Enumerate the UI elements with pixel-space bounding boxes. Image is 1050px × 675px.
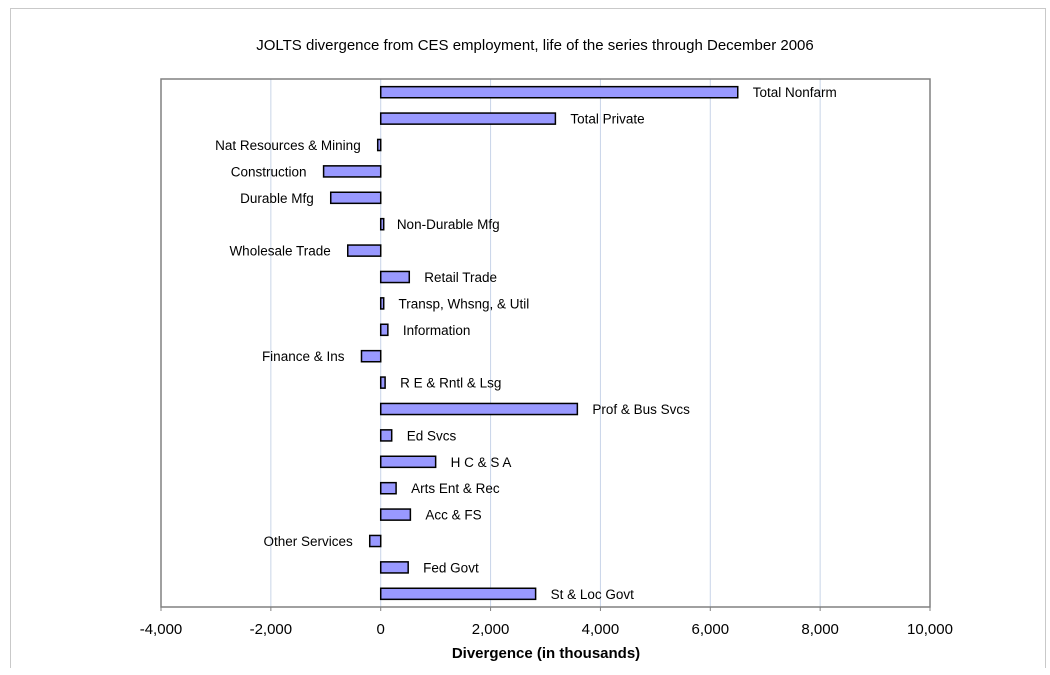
category-label: Acc & FS [425,508,481,523]
bar [329,191,382,205]
category-label: Transp, Whsng, & Util [398,296,529,311]
category-label: Nat Resources & Mining [215,138,361,153]
x-tick-label: 0 [377,621,385,638]
x-tick-label: 4,000 [582,621,620,638]
x-tick-label: -2,000 [250,621,293,638]
category-label: H C & S A [451,455,512,470]
bar [379,376,386,389]
x-tick-label: 2,000 [472,621,510,638]
bar [379,429,393,442]
x-axis-title: Divergence (in thousands) [452,645,640,662]
x-tick-label: 8,000 [801,621,839,638]
category-label: Finance & Ins [262,349,345,364]
bar [347,244,382,257]
bar [379,270,411,284]
category-label: Wholesale Trade [229,244,330,259]
bar [368,534,382,548]
x-tick-label: 6,000 [692,621,730,638]
bar [379,561,409,574]
gridlines [270,79,821,607]
bar [379,297,385,310]
bars [322,85,739,601]
category-label: Total Private [570,112,644,127]
bar [379,323,389,337]
bar [379,112,557,125]
category-label: Ed Svcs [407,428,457,443]
bar [379,402,579,416]
bar [379,217,385,231]
category-label: R E & Rntl & Lsg [400,376,501,391]
category-label: Construction [231,164,307,179]
bar [379,85,739,99]
x-axis-ticks: -4,000 -2,000 0 2,000 4,000 6,000 8,000 10,000 [140,607,953,638]
bar [379,587,537,601]
bar [379,481,397,495]
chart-title: JOLTS divergence from CES employment, li… [256,37,813,54]
plot-area [160,78,931,608]
category-label: St & Loc Govt [551,587,635,602]
category-label: Prof & Bus Svcs [592,402,690,417]
category-label: Fed Govt [423,560,479,575]
category-label: Retail Trade [424,270,497,285]
category-label: Information [403,323,471,338]
category-labels: Total Nonfarm Total Private Nat Resources … [215,85,837,602]
category-label: Durable Mfg [240,191,314,206]
x-tick-label: -4,000 [140,621,183,638]
category-label: Arts Ent & Rec [411,481,500,496]
category-label: Other Services [263,534,353,549]
bar [379,455,437,469]
bar [322,165,382,178]
category-label: Total Nonfarm [753,85,837,100]
x-tick-label: 10,000 [907,621,953,638]
bar [376,138,382,152]
chart-frame [10,8,1046,668]
bar [379,508,412,521]
bar [360,349,382,363]
category-label: Non-Durable Mfg [397,217,500,232]
